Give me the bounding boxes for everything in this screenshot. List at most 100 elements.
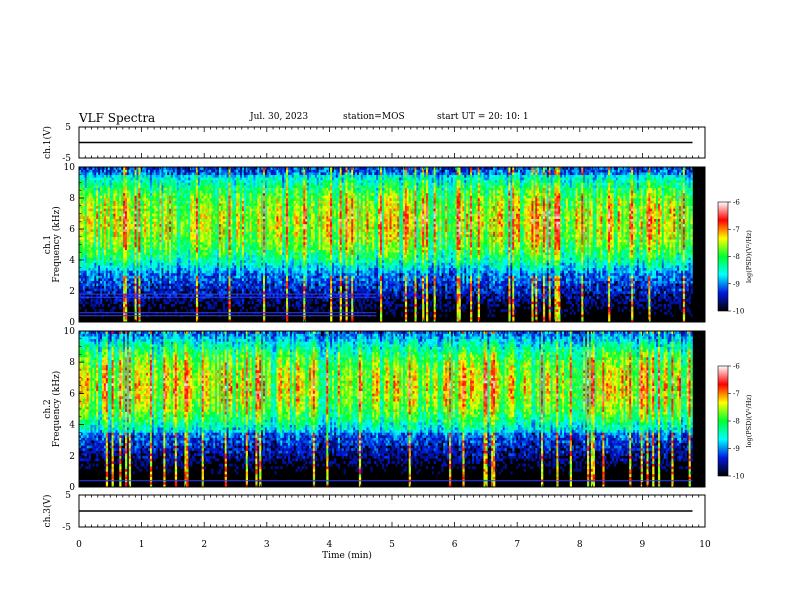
spectrogram-cell — [163, 221, 165, 224]
spectrogram-cell — [179, 239, 181, 242]
spectrogram-cell — [131, 252, 133, 255]
spectrogram-cell — [198, 172, 200, 175]
spectrogram-cell — [150, 263, 152, 266]
spectrogram-cell — [152, 252, 154, 255]
spectrogram-cell — [114, 206, 116, 209]
spectrogram-cell — [114, 232, 116, 235]
spectrogram-cell — [160, 252, 162, 255]
spectrogram-cell — [190, 260, 192, 263]
spectrogram-cell — [87, 185, 89, 188]
spectrogram-cell — [171, 195, 173, 198]
spectrogram-cell — [138, 224, 140, 227]
spectrogram-cell — [148, 183, 150, 186]
spectrogram-cell — [163, 239, 165, 242]
spectrogram-cell — [192, 250, 194, 253]
spectrogram-cell — [181, 198, 183, 201]
spectrogram-cell — [142, 198, 144, 201]
spectrogram-cell — [104, 250, 106, 253]
spectrogram-cell — [117, 185, 119, 188]
spectrogram-cell — [115, 268, 117, 271]
spectrogram-cell — [102, 276, 104, 279]
spectrogram-cell — [158, 263, 160, 266]
spectrogram-cell — [196, 304, 198, 307]
spectrogram-cell — [125, 265, 127, 268]
spectrogram-cell — [173, 237, 175, 240]
spectrogram-cell — [177, 257, 179, 260]
spectrogram-cell — [114, 273, 116, 276]
spectrogram-cell — [148, 286, 150, 289]
spectrogram-cell — [89, 183, 91, 186]
spectrogram-cell — [140, 232, 142, 235]
spectrogram-cell — [179, 283, 181, 286]
spectrogram-cell — [133, 206, 135, 209]
spectrogram-cell — [167, 226, 169, 229]
spectrogram-cell — [181, 201, 183, 204]
spectrogram-cell — [112, 268, 114, 271]
spectrogram-cell — [198, 190, 200, 193]
spectrogram-cell — [194, 172, 196, 175]
spectrogram-cell — [96, 172, 98, 175]
spectrogram-cell — [125, 252, 127, 255]
spectrogram-cell — [158, 291, 160, 294]
spectrogram-cell — [158, 198, 160, 201]
spectrogram-cell — [119, 214, 121, 217]
spectrogram-cell — [137, 190, 139, 193]
spectrogram-cell — [171, 291, 173, 294]
spectrogram-cell — [121, 273, 123, 276]
spectrogram-cell — [108, 172, 110, 175]
spectrogram-cell — [100, 265, 102, 268]
spectrogram-cell — [100, 198, 102, 201]
spectrogram-cell — [138, 291, 140, 294]
spectrogram-cell — [96, 190, 98, 193]
spectrogram-cell — [108, 270, 110, 273]
spectrogram-cell — [83, 232, 85, 235]
spectrogram-cell — [127, 188, 129, 191]
spectrogram-cell — [131, 242, 133, 245]
spectrogram-cell — [152, 175, 154, 178]
spectrogram-cell — [186, 245, 188, 248]
spectrogram-cell — [177, 185, 179, 188]
spectrogram-cell — [117, 175, 119, 178]
spectrogram-cell — [150, 255, 152, 258]
spectrogram-cell — [186, 203, 188, 206]
spectrogram-cell — [89, 203, 91, 206]
spectrogram-cell — [154, 242, 156, 245]
spectrogram-cell — [175, 180, 177, 183]
spectrogram-cell — [102, 226, 104, 229]
spectrogram-cell — [119, 224, 121, 227]
spectrogram-cell — [102, 278, 104, 281]
spectrogram-cell — [89, 177, 91, 180]
spectrogram-cell — [110, 257, 112, 260]
spectrogram-cell — [110, 206, 112, 209]
spectrogram-cell — [183, 226, 185, 229]
spectrogram-cell — [127, 268, 129, 271]
spectrogram-cell — [131, 175, 133, 178]
spectrogram-cell — [83, 276, 85, 279]
spectrogram-cell — [165, 203, 167, 206]
spectrogram-cell — [186, 263, 188, 266]
spectrogram-cell — [175, 276, 177, 279]
spectrogram-cell — [163, 206, 165, 209]
spectrogram-cell — [89, 175, 91, 178]
spectrogram-cell — [183, 177, 185, 180]
spectrogram-cell — [152, 216, 154, 219]
spectrogram-cell — [127, 286, 129, 289]
spectrogram-cell — [196, 208, 198, 211]
spectrogram-cell — [181, 190, 183, 193]
spectrogram-cell — [154, 237, 156, 240]
spectrogram-cell — [171, 208, 173, 211]
spectrogram-cell — [156, 216, 158, 219]
spectrogram-cell — [85, 185, 87, 188]
spectrogram-cell — [181, 188, 183, 191]
spectrogram-cell — [198, 203, 200, 206]
spectrogram-cell — [184, 273, 186, 276]
spectrogram-cell — [138, 299, 140, 302]
spectrogram-cell — [123, 307, 125, 310]
spectrogram-cell — [156, 214, 158, 217]
spectrogram-cell — [100, 214, 102, 217]
spectrogram-cell — [119, 260, 121, 263]
spectrogram-cell — [91, 291, 93, 294]
spectrogram-cell — [100, 291, 102, 294]
spectrogram-cell — [196, 198, 198, 201]
spectrogram-cell — [144, 177, 146, 180]
